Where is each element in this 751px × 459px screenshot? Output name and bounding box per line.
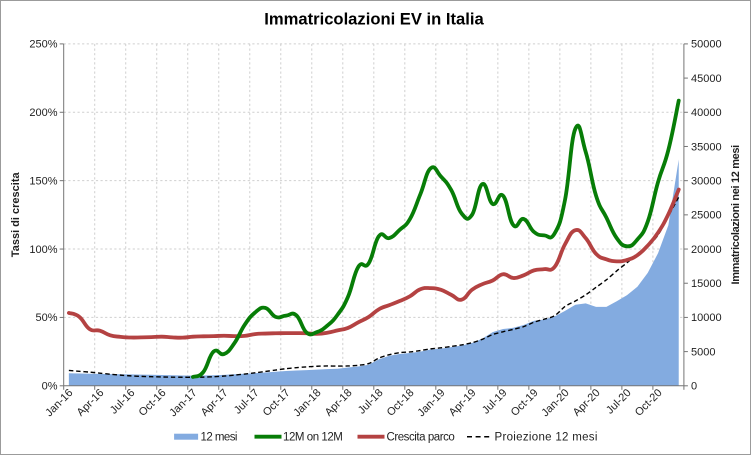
svg-text:Oct-19: Oct-19 xyxy=(509,387,541,419)
svg-text:Jan-20: Jan-20 xyxy=(539,387,571,419)
svg-text:50%: 50% xyxy=(35,312,57,324)
svg-text:35000: 35000 xyxy=(691,141,722,153)
svg-text:5000: 5000 xyxy=(691,346,715,358)
svg-text:Jan-19: Jan-19 xyxy=(415,387,447,419)
svg-text:100%: 100% xyxy=(29,244,57,256)
svg-text:Oct-16: Oct-16 xyxy=(137,387,169,419)
svg-text:Proiezione 12 mesi: Proiezione 12 mesi xyxy=(495,432,598,444)
svg-text:Apr-16: Apr-16 xyxy=(75,387,107,419)
svg-text:45000: 45000 xyxy=(691,73,722,85)
svg-text:25000: 25000 xyxy=(691,210,722,222)
svg-text:15000: 15000 xyxy=(691,278,722,290)
svg-text:0: 0 xyxy=(691,381,697,393)
svg-text:Jul-18: Jul-18 xyxy=(356,387,386,417)
svg-text:40000: 40000 xyxy=(691,107,722,119)
svg-text:250%: 250% xyxy=(29,39,57,51)
svg-text:12M on 12M: 12M on 12M xyxy=(283,432,342,444)
svg-text:Apr-17: Apr-17 xyxy=(199,387,231,419)
svg-text:Immatricolazioni EV in Italia: Immatricolazioni EV in Italia xyxy=(264,10,484,29)
svg-text:Tassi di crescita: Tassi di crescita xyxy=(10,172,22,258)
svg-text:0%: 0% xyxy=(42,381,58,393)
svg-text:Oct-18: Oct-18 xyxy=(385,387,417,419)
svg-text:50000: 50000 xyxy=(691,39,722,51)
svg-text:Jan-17: Jan-17 xyxy=(167,387,199,419)
svg-text:Oct-20: Oct-20 xyxy=(633,387,665,419)
svg-text:12 mesi: 12 mesi xyxy=(201,432,237,444)
svg-text:200%: 200% xyxy=(29,107,57,119)
svg-text:Jul-20: Jul-20 xyxy=(604,387,634,417)
svg-text:150%: 150% xyxy=(29,175,57,187)
svg-text:Apr-18: Apr-18 xyxy=(323,387,355,419)
svg-text:20000: 20000 xyxy=(691,244,722,256)
svg-text:Oct-17: Oct-17 xyxy=(261,387,293,419)
svg-text:Jul-19: Jul-19 xyxy=(480,387,510,417)
svg-text:Immatricolazioni nei 12 mesi: Immatricolazioni nei 12 mesi xyxy=(730,145,742,285)
svg-text:10000: 10000 xyxy=(691,312,722,324)
svg-text:Jul-17: Jul-17 xyxy=(232,387,262,417)
svg-text:30000: 30000 xyxy=(691,175,722,187)
svg-text:Apr-20: Apr-20 xyxy=(571,387,603,419)
svg-text:Crescita parco: Crescita parco xyxy=(387,432,455,444)
svg-text:Jan-18: Jan-18 xyxy=(291,387,323,419)
svg-text:Jul-16: Jul-16 xyxy=(108,387,138,417)
svg-text:Apr-19: Apr-19 xyxy=(447,387,479,419)
